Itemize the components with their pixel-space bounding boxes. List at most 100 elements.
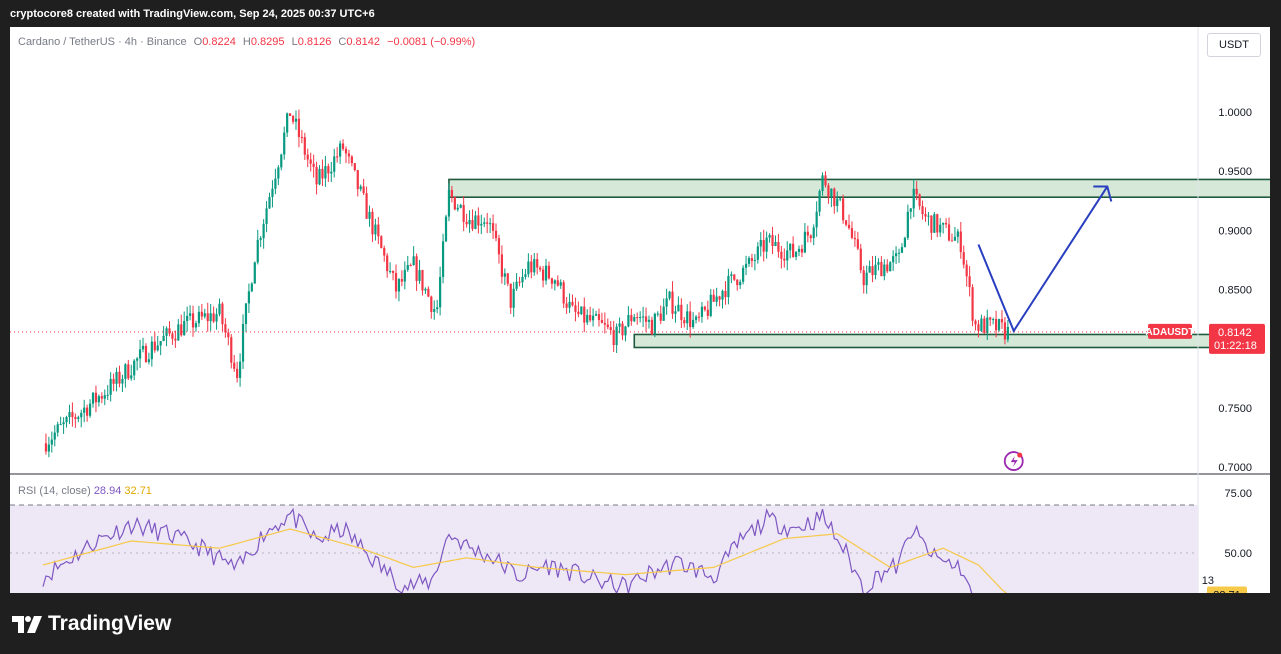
symbol-price-tag-label: ADAUSDT	[1146, 327, 1195, 338]
price-tick-label: 0.9500	[1218, 166, 1252, 178]
candle-body	[459, 205, 462, 208]
rsi-tick-label: 50.00	[1224, 548, 1252, 560]
candle-body	[844, 220, 848, 225]
candle-body	[653, 313, 656, 335]
candle-body	[730, 274, 733, 276]
candle-body	[541, 269, 545, 281]
candle-body	[509, 283, 512, 308]
rsi-ma-legend-value: 32.71	[121, 485, 152, 497]
candle-body	[724, 290, 727, 298]
candle-body	[965, 264, 968, 277]
candle-body	[618, 323, 621, 327]
candle-body	[53, 432, 56, 440]
chart-panel[interactable]: 1.0000 0.9500 0.9000 0.8500 0.7500 0.7000 ADAU…	[10, 27, 1270, 593]
candle-body	[583, 306, 586, 323]
candle-body	[130, 375, 133, 379]
candle-body	[277, 167, 280, 179]
candle-body	[697, 316, 701, 318]
candle-body	[474, 215, 477, 229]
candle-body	[971, 287, 974, 321]
candle-body	[209, 313, 212, 322]
candle-body	[797, 248, 801, 252]
candle-body	[997, 319, 1001, 331]
candle-body	[353, 163, 356, 171]
candle-body	[268, 197, 271, 209]
candle-body	[894, 253, 898, 257]
candle-body	[865, 272, 868, 286]
candle-body	[594, 314, 598, 316]
candle-body	[500, 254, 503, 277]
candle-body	[47, 444, 50, 452]
candle-body	[300, 137, 303, 139]
candle-body	[886, 264, 889, 272]
candle-body	[294, 118, 298, 122]
candle-body	[597, 314, 601, 320]
chart-svg[interactable]: 1.0000 0.9500 0.9000 0.8500 0.7500 0.7000 ADAU…	[10, 27, 1270, 593]
symbol-price-tag	[1148, 323, 1192, 339]
candle-body	[424, 288, 427, 291]
candle-body	[847, 224, 851, 229]
candle-body	[533, 259, 536, 273]
candle-body	[777, 242, 780, 252]
symbol-name[interactable]: Cardano / TetherUS · 4h · Binance	[18, 36, 187, 48]
candle-body	[336, 156, 339, 158]
candle-body	[406, 265, 409, 270]
candle-body	[380, 236, 383, 248]
candle-body	[224, 324, 227, 333]
candle-body	[324, 166, 327, 179]
rsi-legend: RSI (14, close) 28.94 32.71	[18, 485, 152, 497]
candle-body	[230, 337, 233, 363]
candle-body	[830, 188, 833, 198]
candle-body	[227, 332, 230, 338]
candle-body	[103, 395, 106, 399]
candle-body	[221, 303, 224, 325]
candle-body	[612, 330, 615, 346]
rsi-ma-line	[42, 528, 1008, 593]
candle-body	[918, 194, 921, 207]
resistance-zone	[448, 178, 1270, 198]
candle-body	[789, 243, 792, 251]
candle-body	[136, 358, 139, 361]
candle-body	[753, 259, 756, 261]
candle-body	[606, 324, 609, 328]
candle-body	[365, 193, 368, 219]
candle-body	[194, 323, 198, 328]
candle-body	[694, 316, 698, 320]
candle-body	[418, 270, 421, 281]
candle-body	[327, 166, 330, 174]
candle-body	[739, 281, 742, 286]
candle-body	[297, 118, 301, 138]
candle-body	[427, 288, 430, 297]
candle-body	[915, 188, 918, 195]
candle-body	[962, 252, 965, 265]
candle-body	[144, 345, 148, 363]
candle-body	[86, 407, 89, 416]
candle-body	[703, 306, 706, 310]
chart-caption: cryptocore8 created with TradingView.com…	[10, 8, 375, 20]
currency-button[interactable]: USDT	[1207, 33, 1261, 57]
candle-body	[647, 319, 651, 322]
candle-body	[665, 298, 668, 307]
rsi-ma-tag	[1207, 586, 1247, 593]
candle-body	[553, 280, 556, 284]
candle-body	[356, 170, 359, 190]
candle-body	[421, 270, 424, 291]
candle-body	[212, 313, 215, 322]
high-value: 0.8295	[250, 36, 285, 48]
candle-body	[794, 251, 798, 257]
footer-brand: TradingView	[48, 612, 172, 635]
candle-body	[65, 417, 68, 423]
candle-body	[318, 168, 321, 185]
tradingview-logo: TradingView	[12, 612, 171, 636]
projection-arrow	[977, 186, 1109, 334]
candle-body	[800, 248, 804, 253]
time-tick-label: 13	[1202, 575, 1214, 587]
candle-body	[489, 223, 492, 225]
candle-body	[877, 262, 880, 265]
candle-body	[900, 247, 904, 253]
candle-body	[727, 275, 730, 298]
arrow-head	[1093, 185, 1113, 202]
candle-body	[924, 214, 927, 217]
open-label: O	[193, 36, 203, 48]
candle-body	[197, 311, 201, 324]
